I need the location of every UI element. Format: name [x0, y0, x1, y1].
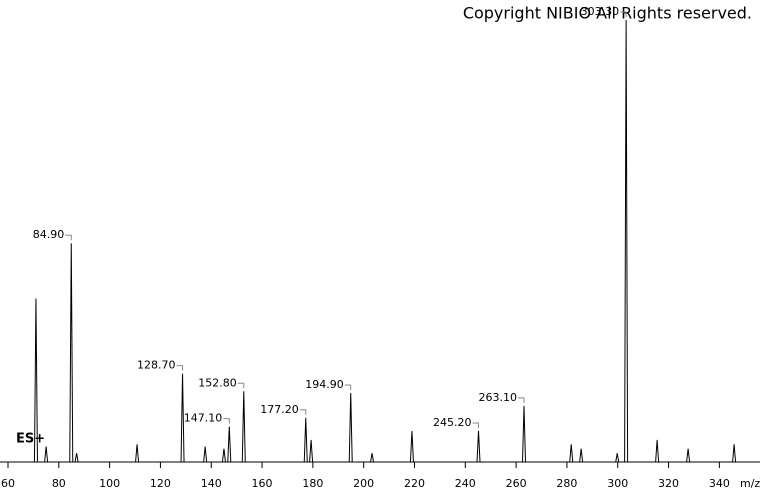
peak [686, 448, 691, 463]
x-tick-label: 80 [52, 477, 66, 490]
x-axis-label: m/z [740, 477, 760, 490]
peak [221, 448, 226, 463]
peak [521, 405, 526, 463]
peak [203, 446, 208, 463]
peak [476, 431, 481, 463]
x-tick-label: 140 [201, 477, 222, 490]
label-bracket [237, 382, 245, 389]
x-tick-label: 280 [556, 477, 577, 490]
x-tick-label: 340 [709, 477, 730, 490]
chart-title: Copyright NIBIO All Rights reserved. [463, 4, 752, 23]
peak [180, 373, 185, 463]
x-tick-label: 300 [607, 477, 628, 490]
label-bracket [223, 418, 230, 424]
peak [303, 417, 308, 463]
peak [241, 391, 246, 463]
label-bracket [344, 384, 352, 391]
annotation: ES+ [16, 432, 45, 447]
label-bracket [65, 234, 72, 241]
x-tick-label: 60 [1, 477, 15, 490]
peak-label: 152.80 [198, 376, 237, 389]
label-bracket [620, 11, 627, 17]
peak [579, 448, 584, 463]
peak-label: 147.10 [184, 412, 223, 425]
peak [569, 444, 574, 463]
peak [370, 453, 375, 463]
peak [33, 298, 38, 463]
peak [309, 439, 314, 463]
peak-label: 177.20 [260, 403, 299, 416]
peak [348, 393, 353, 463]
peak-label: 84.90 [33, 228, 65, 241]
peak [227, 426, 232, 463]
peak-label: 245.20 [433, 416, 472, 429]
peak [615, 453, 620, 463]
x-tick-label: 260 [506, 477, 527, 490]
x-tick-label: 100 [99, 477, 120, 490]
x-tick-label: 320 [658, 477, 679, 490]
label-bracket [517, 397, 525, 403]
x-tick-label: 240 [455, 477, 476, 490]
label-bracket [299, 409, 307, 415]
x-tick-label: 180 [302, 477, 323, 490]
x-tick-label: 220 [404, 477, 425, 490]
x-tick-label: 200 [353, 477, 374, 490]
peak-label: 128.70 [137, 359, 176, 372]
peak-label: 194.90 [305, 378, 344, 391]
peak [135, 444, 140, 463]
peak [44, 446, 49, 463]
peak-label: 303.30 [581, 5, 620, 18]
peak-label: 263.10 [478, 391, 517, 404]
x-tick-label: 120 [150, 477, 171, 490]
x-tick-label: 160 [252, 477, 273, 490]
peak [624, 19, 629, 463]
peak [409, 431, 414, 463]
peak [69, 243, 74, 463]
peak [74, 453, 79, 463]
label-bracket [472, 422, 480, 429]
peak [655, 439, 660, 463]
peak [732, 444, 737, 463]
label-bracket [176, 365, 184, 371]
